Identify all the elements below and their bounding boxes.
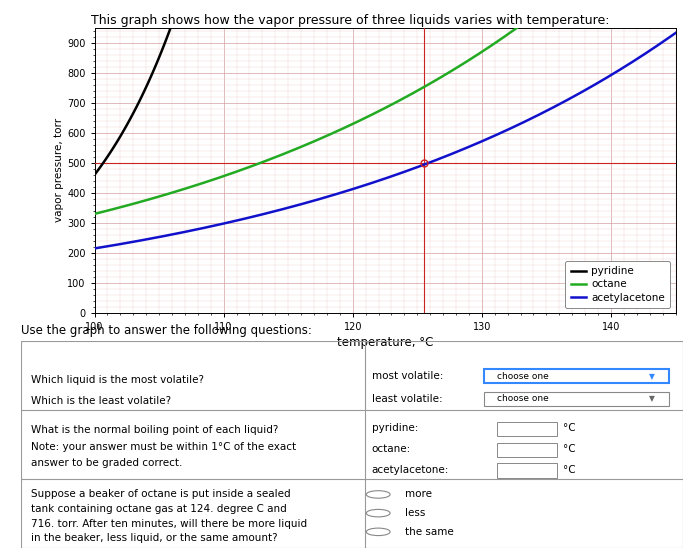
Text: Note: your answer must be within 1°C of the exact: Note: your answer must be within 1°C of … (31, 442, 296, 452)
Text: What is the normal boiling point of each liquid?: What is the normal boiling point of each… (31, 425, 279, 435)
Text: Which liquid is the most volatile?: Which liquid is the most volatile? (31, 375, 204, 385)
Legend: pyridine, octane, acetylacetone: pyridine, octane, acetylacetone (566, 261, 671, 308)
Text: more: more (405, 489, 432, 500)
Text: in the beaker, less liquid, or the same amount?: in the beaker, less liquid, or the same … (31, 533, 277, 543)
Bar (497, 463, 556, 478)
Bar (484, 392, 669, 406)
Text: tank containing octane gas at 124. degree C and: tank containing octane gas at 124. degre… (31, 504, 287, 514)
Text: 716. torr. After ten minutes, will there be more liquid: 716. torr. After ten minutes, will there… (31, 519, 307, 529)
Text: pyridine:: pyridine: (372, 423, 418, 433)
Text: less: less (405, 508, 425, 518)
Bar (484, 369, 669, 383)
Bar (497, 422, 556, 437)
Text: ▼: ▼ (650, 394, 655, 403)
Text: °C: °C (564, 464, 576, 475)
Text: ▼: ▼ (650, 372, 655, 381)
Bar (497, 443, 556, 457)
Text: choose one: choose one (497, 394, 549, 403)
X-axis label: temperature, °C: temperature, °C (337, 336, 433, 349)
Text: Which is the least volatile?: Which is the least volatile? (31, 396, 171, 406)
Text: acetylacetone:: acetylacetone: (372, 464, 449, 475)
Text: choose one: choose one (497, 372, 549, 381)
Text: most volatile:: most volatile: (372, 371, 443, 381)
Text: Suppose a beaker of octane is put inside a sealed: Suppose a beaker of octane is put inside… (31, 489, 290, 500)
Text: least volatile:: least volatile: (372, 394, 442, 404)
Text: °C: °C (564, 423, 576, 433)
Text: the same: the same (405, 527, 454, 537)
Text: octane:: octane: (372, 444, 411, 454)
Text: Use the graph to answer the following questions:: Use the graph to answer the following qu… (21, 324, 312, 337)
Text: °C: °C (564, 444, 576, 454)
Text: This graph shows how the vapor pressure of three liquids varies with temperature: This graph shows how the vapor pressure … (91, 14, 609, 27)
Y-axis label: vapor pressure, torr: vapor pressure, torr (54, 119, 64, 222)
Text: answer to be graded correct.: answer to be graded correct. (31, 458, 182, 468)
